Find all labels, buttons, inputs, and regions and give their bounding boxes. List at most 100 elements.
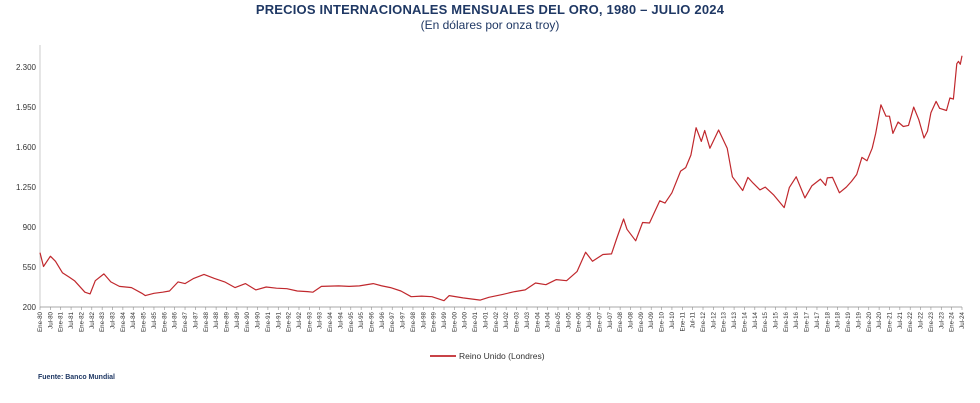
chart-subtitle: (En dólares por onza troy) xyxy=(420,18,560,32)
x-tick-label: Jul-93 xyxy=(317,311,324,328)
x-tick-label: Jul-01 xyxy=(482,311,489,328)
x-axis: Ene-80 Jul-80 Ene-81 Jul-81 Ene-82 Jul-82 Ene-… xyxy=(37,306,966,332)
x-tick-label: Jul-94 xyxy=(337,311,344,328)
x-tick-label: Jul-13 xyxy=(731,311,738,328)
chart-title: PRECIOS INTERNACIONALES MENSUALES DEL OR… xyxy=(255,2,725,17)
x-tick-label: Jul-00 xyxy=(462,311,469,328)
x-tick-label: Ene-82 xyxy=(78,311,85,332)
x-tick-label: Ene-11 xyxy=(679,311,686,331)
x-tick-label: Jul-08 xyxy=(627,311,634,328)
x-tick-label: Jul-12 xyxy=(710,311,717,328)
x-tick-label: Jul-04 xyxy=(545,311,552,328)
x-tick-label: Jul-90 xyxy=(255,311,262,328)
x-tick-label: Ene-81 xyxy=(58,311,65,332)
x-tick-label: Ene-92 xyxy=(286,311,293,332)
x-tick-label: Jul-23 xyxy=(938,311,945,328)
x-tick-label: Jul-83 xyxy=(110,311,117,328)
x-tick-label: Jul-05 xyxy=(565,311,572,328)
x-tick-label: Ene-12 xyxy=(700,311,707,332)
x-tick-label: Ene-20 xyxy=(866,311,873,332)
x-tick-label: Jul-06 xyxy=(586,311,593,328)
x-tick-label: Ene-96 xyxy=(369,311,376,332)
x-tick-label: Ene-14 xyxy=(741,311,748,332)
x-tick-label: Jul-16 xyxy=(793,311,800,328)
x-tick-label: Jul-88 xyxy=(213,311,220,328)
x-tick-label: Ene-84 xyxy=(120,311,127,332)
x-tick-label: Ene-18 xyxy=(824,311,831,332)
x-tick-label: Jul-02 xyxy=(503,311,510,328)
x-tick-label: Jul-98 xyxy=(420,311,427,328)
series-layer xyxy=(39,55,963,302)
x-tick-label: Jul-10 xyxy=(669,311,676,328)
x-tick-label: Ene-17 xyxy=(804,311,811,332)
x-tick-label: Ene-94 xyxy=(327,311,334,332)
x-tick-label: Ene-05 xyxy=(555,311,562,332)
x-tick-label: Jul-92 xyxy=(296,311,303,328)
x-tick-label: Jul-80 xyxy=(47,311,54,328)
x-tick-label: Jul-20 xyxy=(876,311,883,328)
x-tick-label: Ene-87 xyxy=(182,311,189,332)
x-tick-label: Jul-14 xyxy=(752,311,759,328)
legend: Reino Unido (Londres) xyxy=(430,351,545,361)
x-tick-label: Ene-19 xyxy=(845,311,852,332)
x-tick-label: Ene-10 xyxy=(659,311,666,332)
x-tick-label: Jul-15 xyxy=(773,311,780,328)
y-tick-label: 900 xyxy=(23,223,37,232)
x-tick-label: Jul-95 xyxy=(358,311,365,328)
x-tick-label: Ene-22 xyxy=(907,311,914,332)
y-tick-label: 550 xyxy=(23,263,37,272)
x-tick-label: Jul-91 xyxy=(275,311,282,328)
x-tick-label: Jul-87 xyxy=(192,311,199,328)
y-tick-label: 1.950 xyxy=(16,103,37,112)
x-tick-label: Ene-03 xyxy=(514,311,521,332)
x-tick-label: Ene-15 xyxy=(762,311,769,332)
x-tick-label: Jul-97 xyxy=(400,311,407,328)
x-tick-label: Jul-18 xyxy=(835,311,842,328)
x-tick-label: Jul-99 xyxy=(441,311,448,328)
legend-label: Reino Unido (Londres) xyxy=(459,351,545,361)
x-tick-label: Ene-13 xyxy=(721,311,728,332)
x-tick-label: Ene-80 xyxy=(37,311,44,332)
x-tick-label: Ene-01 xyxy=(472,311,479,332)
y-tick-label: 1.250 xyxy=(16,183,37,192)
x-tick-label: Ene-90 xyxy=(244,311,251,332)
series-line-reino-unido xyxy=(39,55,963,302)
x-tick-label: Jul-22 xyxy=(918,311,925,328)
y-tick-label: 200 xyxy=(23,303,37,312)
source-note: Fuente: Banco Mundial xyxy=(38,374,115,381)
x-tick-label: Ene-83 xyxy=(99,311,106,332)
x-tick-label: Jul-17 xyxy=(814,311,821,328)
x-tick-label: Ene-06 xyxy=(576,311,583,332)
x-tick-label: Ene-08 xyxy=(617,311,624,332)
x-tick-label: Ene-00 xyxy=(451,311,458,332)
x-tick-label: Ene-98 xyxy=(410,311,417,332)
x-tick-label: Jul-21 xyxy=(897,311,904,328)
x-tick-label: Ene-88 xyxy=(203,311,210,332)
x-tick-label: Jul-07 xyxy=(607,311,614,328)
x-tick-label: Jul-84 xyxy=(130,311,137,328)
x-tick-label: Ene-23 xyxy=(928,311,935,332)
y-axis: 200 550 900 1.250 1.600 1.950 2.300 xyxy=(16,45,41,312)
x-tick-label: Jul-85 xyxy=(151,311,158,328)
x-tick-label: Jul-89 xyxy=(234,311,241,328)
x-tick-label: Ene-85 xyxy=(141,311,148,332)
x-tick-label: Ene-02 xyxy=(493,311,500,332)
x-tick-label: Ene-21 xyxy=(886,311,893,332)
x-tick-label: Jul-11 xyxy=(690,311,697,328)
y-tick-label: 1.600 xyxy=(16,143,37,152)
x-tick-label: Jul-24 xyxy=(959,311,966,328)
x-tick-label: Ene-07 xyxy=(596,311,603,332)
x-tick-label: Ene-24 xyxy=(949,311,956,332)
x-tick-label: Jul-81 xyxy=(68,311,75,328)
x-tick-label: Ene-16 xyxy=(783,311,790,332)
x-tick-label: Ene-97 xyxy=(389,311,396,332)
x-tick-label: Jul-86 xyxy=(172,311,179,328)
x-tick-label: Jul-96 xyxy=(379,311,386,328)
x-tick-label: Ene-04 xyxy=(534,311,541,332)
x-tick-label: Jul-19 xyxy=(855,311,862,328)
x-tick-label: Jul-03 xyxy=(524,311,531,328)
x-tick-label: Ene-99 xyxy=(431,311,438,332)
x-tick-label: Jul-82 xyxy=(89,311,96,328)
x-tick-label: Ene-91 xyxy=(265,311,272,332)
